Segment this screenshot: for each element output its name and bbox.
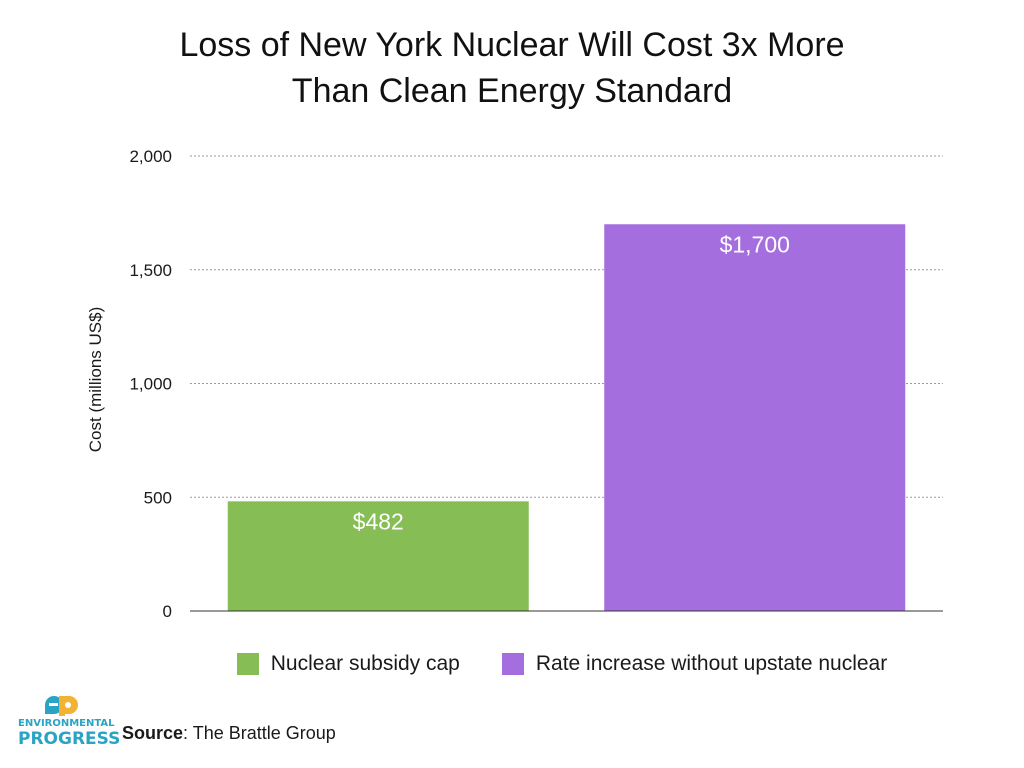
bar-value-label: $482 bbox=[353, 508, 404, 534]
chart-title-line-1: Loss of New York Nuclear Will Cost 3x Mo… bbox=[179, 26, 845, 64]
y-tick-label: 2,000 bbox=[129, 147, 172, 166]
y-axis-label: Cost (millions US$) bbox=[86, 307, 105, 452]
legend-item-subsidy: Nuclear subsidy cap bbox=[137, 652, 460, 676]
y-tick-label: 500 bbox=[144, 488, 172, 507]
legend-swatch-subsidy bbox=[236, 653, 259, 675]
source-note: Source: The Brattle Group bbox=[122, 723, 336, 744]
legend-item-rate-increase: Rate increase without upstate nuclear bbox=[501, 652, 888, 676]
logo-word-environmental: ENVIRONMENTAL bbox=[18, 718, 115, 729]
logo-e-bar bbox=[49, 703, 58, 706]
legend-label-rate-increase: Rate increase without upstate nuclear bbox=[535, 652, 888, 675]
source-text: : The Brattle Group bbox=[183, 723, 336, 743]
chart-title: Loss of New York Nuclear Will Cost 3x Mo… bbox=[0, 22, 1024, 114]
y-tick-label: 0 bbox=[163, 602, 172, 621]
logo-p-hole bbox=[65, 702, 71, 708]
bar bbox=[227, 501, 529, 611]
chart-title-line-2: Than Clean Energy Standard bbox=[291, 72, 733, 110]
bar-value-label: $1,700 bbox=[720, 231, 790, 257]
environmental-progress-logo: ENVIRONMENTAL PROGRESS bbox=[18, 694, 121, 750]
bar-chart: 0 500 1,000 1,500 2,000 $482 $1,700 Cost (milli… bbox=[86, 147, 943, 621]
bar bbox=[604, 224, 906, 611]
legend-label-subsidy: Nuclear subsidy cap bbox=[270, 652, 460, 675]
y-tick-label: 1,000 bbox=[129, 375, 172, 394]
y-tick-label: 1,500 bbox=[129, 261, 172, 280]
legend-swatch-rate-increase bbox=[501, 653, 524, 675]
logo-word-progress: PROGRESS bbox=[18, 729, 121, 749]
ep-logo-icon bbox=[45, 696, 78, 716]
legend: Nuclear subsidy cap Rate increase withou… bbox=[0, 652, 1024, 676]
source-prefix: Source bbox=[122, 723, 184, 743]
